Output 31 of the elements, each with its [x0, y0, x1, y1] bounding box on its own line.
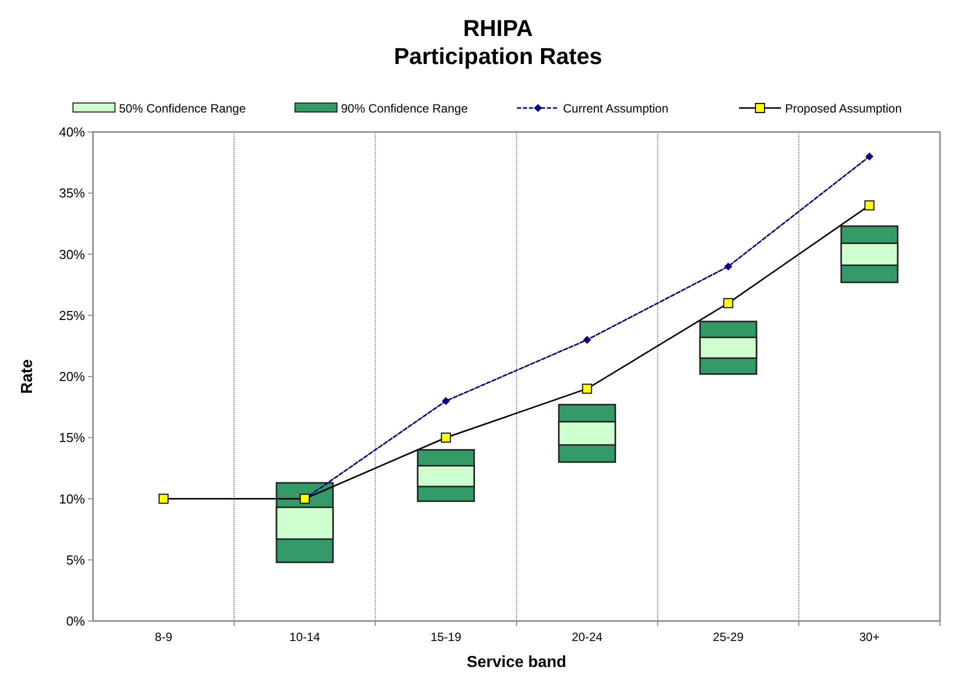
point	[583, 336, 592, 344]
legend-label: 50% Confidence Range	[119, 102, 246, 116]
y-tick-label: 35%	[58, 186, 86, 201]
x-tick-label: 30+	[859, 630, 880, 644]
x-tick-label: 20-24	[572, 630, 603, 644]
point	[864, 200, 874, 210]
y-tick-label: 25%	[58, 308, 86, 323]
point	[440, 432, 451, 443]
legend-label: 90% Confidence Range	[341, 102, 468, 116]
legend-label: Proposed Assumption	[785, 102, 902, 116]
y-tick-label: 20%	[58, 369, 86, 384]
x-tick-label: 15-19	[430, 630, 462, 644]
x-axis-title: Service band	[466, 654, 566, 671]
point	[723, 298, 734, 308]
point	[442, 396, 450, 405]
chart-title: RHIPA Participation Rates	[394, 15, 602, 69]
y-tick-label: 40%	[58, 124, 86, 140]
y-tick-label: 15%	[58, 430, 86, 446]
y-tick-label: 0%	[66, 614, 86, 628]
x-tick-label: 10-14	[289, 630, 320, 644]
y-axis-title: Rate	[19, 359, 36, 394]
x-tick-label: 25-29	[712, 630, 744, 644]
point	[865, 152, 874, 160]
point	[724, 262, 732, 270]
point	[582, 384, 592, 394]
legend-label: Current Assumption	[563, 102, 668, 116]
x-tick-label: 8-9	[154, 630, 173, 644]
y-tick-label: 5%	[66, 552, 86, 568]
y-tick-label: 30%	[58, 246, 86, 262]
y-tick-label: 10%	[58, 491, 86, 506]
point	[158, 494, 169, 504]
